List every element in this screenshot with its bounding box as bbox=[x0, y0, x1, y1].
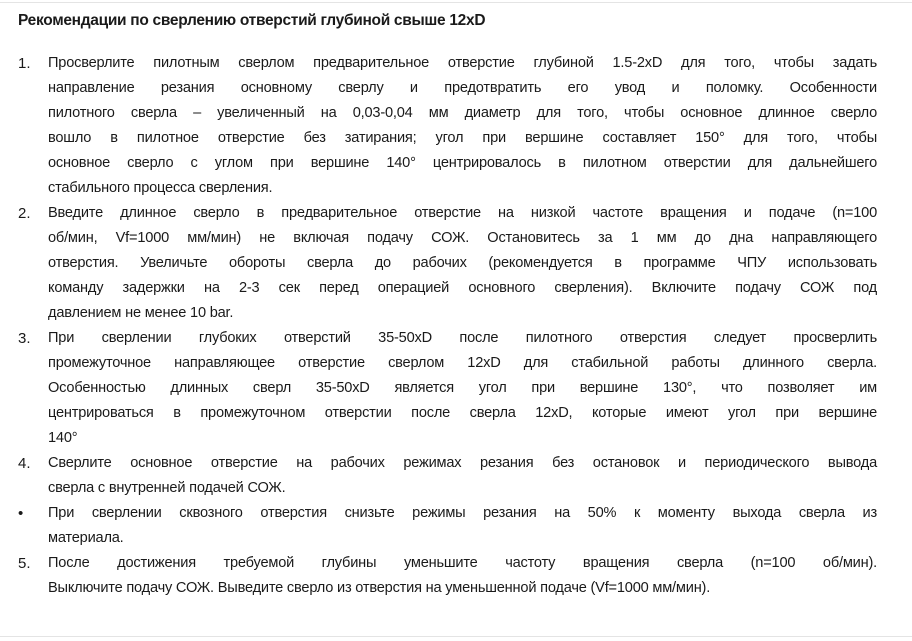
text-line: основное сверло с углом при вершине 140°… bbox=[48, 155, 877, 171]
text-line: Просверлите пилотным сверлом предварител… bbox=[48, 55, 877, 71]
list-item: 4. Сверлите основное отверстие на рабочих… bbox=[0, 451, 912, 501]
list-item: 5. После достижения требуемой глубины уме… bbox=[0, 551, 912, 601]
text-line: направление резания основному сверлу и п… bbox=[48, 80, 877, 96]
text-line: При сверлении сквозного отверстия снизьт… bbox=[48, 505, 877, 521]
text-line: Введите длинное сверло в предварительное… bbox=[48, 205, 877, 221]
text-line: 140° bbox=[48, 430, 78, 446]
list-number: 2. bbox=[18, 205, 31, 222]
text-line: промежуточное направляющее отверстие све… bbox=[48, 355, 877, 371]
text-line: материала. bbox=[48, 530, 124, 546]
text-line: отверстия. Увеличьте обороты сверла до р… bbox=[48, 255, 877, 271]
text-line: После достижения требуемой глубины умень… bbox=[48, 555, 877, 571]
text-line: Особенностью длинных сверл 35-50xD являе… bbox=[48, 380, 877, 396]
text-line: стабильного процесса сверления. bbox=[48, 180, 273, 196]
text-line: Сверлите основное отверстие на рабочих р… bbox=[48, 455, 877, 471]
text-line: об/мин, Vf=1000 мм/мин) не включая подач… bbox=[48, 230, 877, 246]
list-number: 4. bbox=[18, 455, 31, 472]
list-item: 1. Просверлите пилотным сверлом предварит… bbox=[0, 51, 912, 201]
text-line: Выключите подачу СОЖ. Выведите сверло из… bbox=[48, 580, 711, 596]
text-line: центрироваться в промежуточном отверстии… bbox=[48, 405, 877, 421]
list-number: 1. bbox=[18, 55, 31, 72]
document-title: Рекомендации по сверлению отверстий глуб… bbox=[18, 12, 486, 29]
text-line: При сверлении глубоких отверстий 35-50xD… bbox=[48, 330, 877, 346]
list-number: 3. bbox=[18, 330, 31, 347]
list-number: 5. bbox=[18, 555, 31, 572]
list-item: 3. При сверлении глубоких отверстий 35-50… bbox=[0, 326, 912, 451]
instruction-list: 1. Просверлите пилотным сверлом предварит… bbox=[0, 51, 912, 601]
text-line: команду задержки на 2-3 сек перед операц… bbox=[48, 280, 877, 296]
list-item: 2. Введите длинное сверло в предварительн… bbox=[0, 201, 912, 326]
text-line: вошло в пилотное отверстие без затирания… bbox=[48, 130, 877, 146]
cell-gridline-bottom bbox=[0, 636, 912, 637]
text-line: давлением не менее 10 bar. bbox=[48, 305, 234, 321]
list-item: • При сверлении сквозного отверстия снизь… bbox=[0, 501, 912, 551]
cell-gridline-top bbox=[0, 2, 912, 3]
text-line: пилотного сверла – увеличенный на 0,03-0… bbox=[48, 105, 877, 121]
bullet-marker: • bbox=[18, 505, 24, 522]
text-line: сверла с внутренней подачей СОЖ. bbox=[48, 480, 286, 496]
